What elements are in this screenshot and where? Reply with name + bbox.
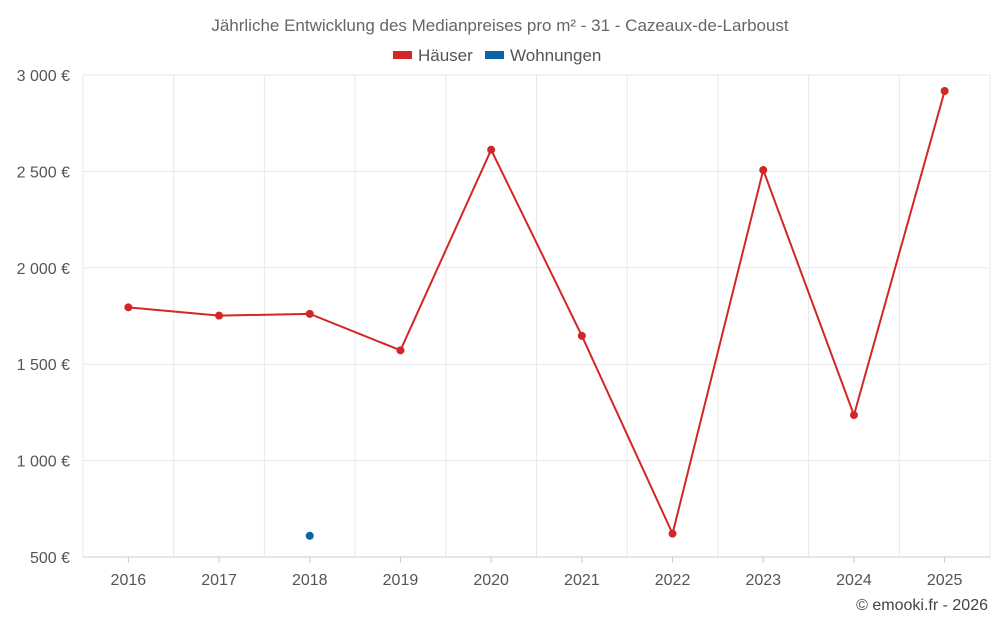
data-point[interactable] xyxy=(124,303,133,312)
y-tick-label: 2 000 € xyxy=(17,261,70,278)
y-tick-label: 3 000 € xyxy=(17,68,70,85)
credit: © emooki.fr - 2026 xyxy=(856,597,988,614)
data-point[interactable] xyxy=(759,166,768,175)
x-tick-label: 2017 xyxy=(201,572,237,589)
data-point[interactable] xyxy=(668,529,677,538)
data-point[interactable] xyxy=(940,87,949,96)
legend-label-haeuser[interactable]: Häuser xyxy=(418,46,473,65)
axes xyxy=(83,556,990,563)
chart-title: Jährliche Entwicklung des Medianpreises … xyxy=(211,16,789,35)
data-point[interactable] xyxy=(305,531,314,540)
y-axis-ticks: 500 € 1 000 € 1 500 € 2 000 € 2 500 € 3 000 € xyxy=(17,68,70,567)
x-tick-label: 2016 xyxy=(111,572,147,589)
gridlines xyxy=(82,74,991,557)
data-point[interactable] xyxy=(849,411,858,420)
x-tick-label: 2022 xyxy=(655,572,691,589)
data-point[interactable] xyxy=(305,309,314,318)
x-tick-label: 2023 xyxy=(745,572,781,589)
y-tick-label: 2 500 € xyxy=(17,164,70,181)
x-axis-ticks: 2016 2017 2018 2019 2020 2021 2022 2023 2024 2025 xyxy=(111,572,963,589)
data-point[interactable] xyxy=(487,145,496,154)
series-line-0 xyxy=(128,90,946,537)
legend: Häuser Wohnungen xyxy=(393,46,601,65)
x-tick-label: 2025 xyxy=(927,572,963,589)
data-point[interactable] xyxy=(577,331,586,340)
x-tick-label: 2024 xyxy=(836,572,872,589)
x-tick-label: 2019 xyxy=(383,572,419,589)
y-tick-label: 1 000 € xyxy=(17,454,70,471)
data-point[interactable] xyxy=(215,311,224,320)
y-tick-label: 500 € xyxy=(30,550,70,567)
x-tick-label: 2020 xyxy=(473,572,509,589)
x-tick-label: 2018 xyxy=(292,572,328,589)
legend-swatch-haeuser[interactable] xyxy=(393,51,412,59)
y-tick-label: 1 500 € xyxy=(17,357,70,374)
legend-label-wohnungen[interactable]: Wohnungen xyxy=(510,46,601,65)
x-tick-label: 2021 xyxy=(564,572,600,589)
data-point[interactable] xyxy=(396,346,405,355)
legend-swatch-wohnungen[interactable] xyxy=(485,51,504,59)
series xyxy=(124,87,949,540)
